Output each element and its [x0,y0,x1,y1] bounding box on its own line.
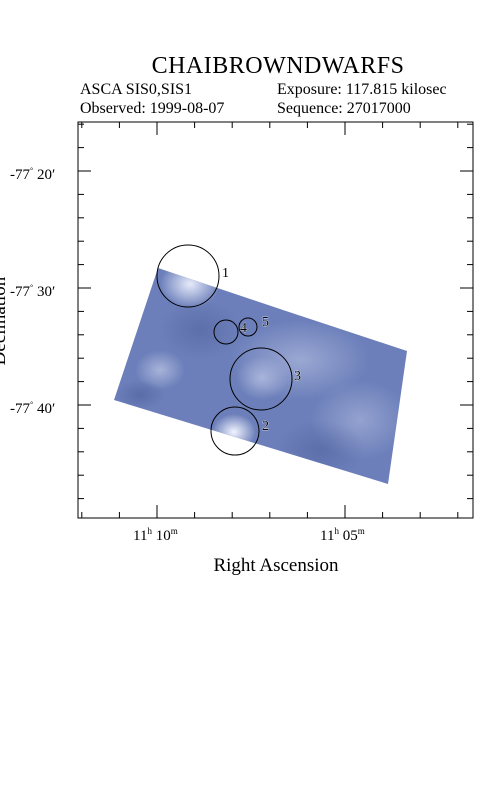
axis-ticks [78,122,473,518]
map-title: CHAIBROWNDWARFS [151,53,405,79]
source-regions [156,244,293,456]
y-axis-title: Declination [0,276,10,366]
source-circle-5 [238,317,258,337]
dec-tick-label-3: -77° 40′ [10,400,56,417]
source-label-5: 5 [262,315,269,330]
source-label-4: 4 [240,321,247,336]
ra-tick-label-2: 11h 05m [320,526,365,544]
instrument-label: ASCA SIS0,SIS1 [80,81,193,98]
xray-image [114,268,407,484]
source-label-3: 3 [294,369,301,384]
plot-frame [77,121,474,519]
ra-tick-label-1: 11h 10m [133,526,178,544]
dec-tick-label-2: -77° 30′ [10,283,56,300]
sequence-label: Sequence: 27017000 [277,100,411,117]
source-circle-2 [210,406,260,456]
dec-tick-label-1: -77° 20′ [10,166,56,183]
source-circle-3 [229,347,293,411]
source-circle-1 [156,244,220,308]
exposure-label: Exposure: 117.815 kilosec [277,81,447,98]
source-label-1: 1 [222,266,229,281]
source-circle-4 [213,319,239,345]
source-label-2: 2 [262,419,269,434]
x-axis-title: Right Ascension [213,555,339,576]
observed-date-label: Observed: 1999-08-07 [80,100,225,117]
